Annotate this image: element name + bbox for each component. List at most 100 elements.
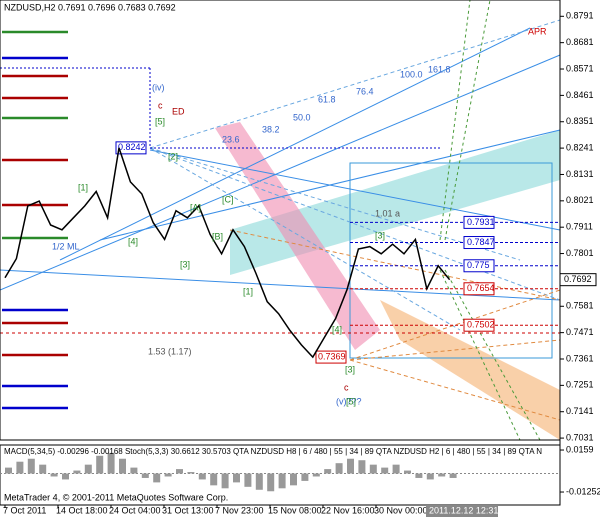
annotation: 61.8 [318, 94, 336, 104]
extreme-box [315, 350, 347, 364]
fan-line [349, 289, 561, 361]
macd-bar [176, 469, 183, 474]
macd-bar [164, 473, 172, 477]
annotation: [4] [332, 324, 342, 334]
extreme-box [115, 141, 147, 155]
y-tick-label: 0.7031 [566, 432, 594, 442]
y-tick-label: -0.01252 [566, 486, 600, 496]
current-price-box [559, 273, 597, 287]
annotation: (iv) [152, 82, 165, 92]
macd-bar [381, 467, 389, 474]
y-tick-label: 0.7581 [566, 301, 594, 311]
y-tick-label: 0.8021 [566, 195, 594, 205]
extreme-label: 0.8242 [118, 142, 146, 152]
macd-bar [312, 473, 320, 477]
level-box [463, 282, 495, 296]
macd-bar [210, 473, 218, 486]
macd-bar [324, 469, 332, 474]
level-box [463, 259, 495, 273]
cursor-box [426, 505, 498, 517]
macd-bar [426, 473, 434, 480]
pink-channel [215, 122, 380, 350]
annotation: [3] [375, 230, 385, 240]
y-tick-label: 0.7801 [566, 248, 594, 258]
macd-bar [392, 464, 400, 474]
fan-line [349, 339, 561, 361]
macd-bar [73, 470, 81, 474]
annotation: c [344, 382, 349, 392]
annotation: [4] [128, 236, 138, 246]
annotation: [1] [78, 182, 88, 192]
y-tick-label: 0.8461 [566, 90, 594, 100]
level-box [463, 318, 495, 332]
macd-bar [96, 455, 104, 474]
annotation: 1.01 a [375, 208, 400, 218]
macd-bar [255, 473, 263, 490]
macd-bar [335, 463, 343, 474]
macd-bar [347, 458, 354, 474]
macd-bar [130, 467, 138, 474]
level-box [463, 236, 495, 250]
annotation: 100.0 [400, 69, 423, 79]
fan-line [149, 19, 561, 149]
indicator-title: MACD(5,34,5) -0.00296 -0.00168 Stoch(5,3… [4, 447, 542, 456]
level-label: 0.7847 [467, 237, 495, 247]
fan-line [439, 0, 471, 241]
annotation: c [158, 100, 163, 110]
box [349, 162, 553, 359]
macd-bar [187, 472, 195, 474]
x-tick-label: 15 Nov 08:00 [268, 505, 322, 515]
macd-bar [62, 473, 69, 480]
macd-bar [358, 460, 366, 474]
level-label: 0.7654 [467, 283, 495, 293]
annotation: [2] [168, 151, 178, 161]
annotation: ED [172, 106, 185, 116]
level-label: 0.7931 [467, 217, 495, 227]
annotation: [3] [180, 259, 190, 269]
macd-bar [404, 470, 411, 474]
macd-bar [301, 473, 309, 481]
annotation: [5] [346, 396, 356, 406]
indicator-frame [0, 444, 561, 506]
y-tick-label: 0.7471 [566, 327, 594, 337]
annotation: [B] [212, 231, 223, 241]
macd-bar [107, 452, 115, 474]
level-label: 0.775 [467, 260, 490, 270]
y-tick-label: 0.7911 [566, 222, 593, 232]
fan-line [444, 269, 541, 441]
price-line [4, 147, 451, 359]
x-tick-label: 22 Nov 16:00 [321, 505, 375, 515]
annotation: [A] [190, 202, 201, 212]
macd-bar [84, 464, 92, 474]
y-tick-label: 0.8571 [566, 63, 594, 73]
annotation: 23.6 [222, 134, 240, 144]
macd-bar [5, 467, 12, 474]
macd-bar [415, 473, 423, 478]
x-tick-label: 14 Oct 18:00 [56, 505, 108, 515]
chart-title: NZDUSD,H2 0.7691 0.7696 0.7683 0.7692 [4, 2, 176, 12]
macd-bar [39, 464, 47, 474]
annotation: [3] [345, 364, 355, 374]
x-tick-label: 7 Nov 23:00 [215, 505, 264, 515]
trend-line [0, 54, 561, 291]
annotation: 76.4 [356, 86, 374, 96]
macd-bar [198, 473, 206, 480]
y-tick-label: 0.7361 [566, 353, 594, 363]
annotation: 38.2 [262, 124, 280, 134]
level-box [463, 215, 495, 229]
y-tick-label: 0.0159 [566, 444, 594, 454]
footer: MetaTrader 4, © 2001-2011 MetaQuotes Sof… [4, 492, 228, 502]
y-tick-label: 0.8241 [566, 142, 594, 152]
macd-bar [278, 473, 286, 489]
macd-bar [449, 473, 457, 478]
macd-bar [141, 473, 149, 478]
macd-bar [267, 473, 275, 492]
y-tick-label: 0.8791 [566, 11, 594, 21]
level-label: 0.7502 [467, 320, 495, 330]
trend-line [59, 27, 531, 261]
fan-line [349, 359, 561, 421]
extreme-label: 0.7369 [318, 351, 346, 361]
annotation: 1.53 (1.17) [148, 346, 192, 356]
